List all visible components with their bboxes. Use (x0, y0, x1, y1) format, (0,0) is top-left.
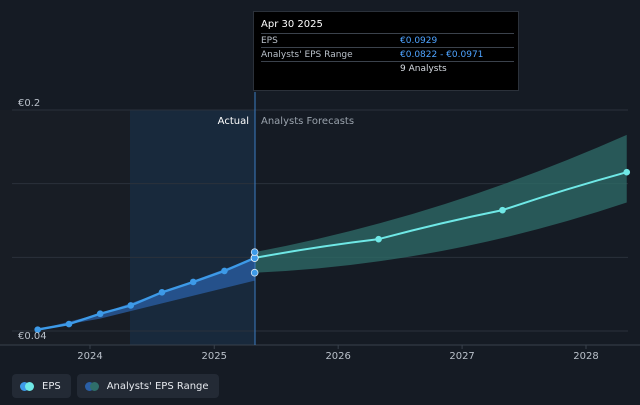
tooltip-analysts-value: 9 Analysts (400, 64, 447, 74)
eps-point-1 (65, 320, 73, 328)
tooltip: Apr 30 2025 EPS €0.0929 Analysts' EPS Ra… (253, 11, 519, 91)
actual-label: Actual (218, 116, 249, 127)
tooltip-eps-label: EPS (261, 36, 278, 46)
x-tick-label-2026: 2026 (325, 351, 350, 362)
eps-point-0 (34, 326, 42, 333)
x-tick-label-2025: 2025 (202, 351, 227, 362)
eps-legend-icon (20, 381, 36, 391)
range-bands (37, 134, 627, 330)
series-points (34, 168, 631, 333)
x-tick-label-2024: 2024 (77, 351, 102, 362)
legend-range-label: Analysts' EPS Range (106, 380, 209, 392)
range-legend-icon (84, 381, 101, 391)
tooltip-row-range: Analysts' EPS Range €0.0822 - €0.0971 (261, 47, 514, 62)
eps-line (37, 256, 256, 331)
forecast-label: Analysts Forecasts (261, 116, 354, 127)
tooltip-range-value: €0.0822 - €0.0971 (400, 50, 484, 60)
past-period-highlight (130, 110, 255, 345)
eps-point-4 (158, 289, 166, 296)
x-axis-ticks: 2024 2025 2026 2027 2028 (77, 345, 599, 362)
forecast-point-2 (499, 206, 506, 214)
tooltip-row-analysts: 9 Analysts (261, 61, 514, 76)
forecast-point-3 (623, 168, 631, 176)
eps-point-2 (96, 310, 104, 318)
tooltip-date: Apr 30 2025 (261, 19, 323, 30)
tooltip-range-label: Analysts' EPS Range (261, 50, 353, 60)
legend-item-range[interactable]: Analysts' EPS Range (76, 374, 219, 398)
legend: EPS Analysts' EPS Range (12, 374, 219, 398)
range-marker-1 (250, 268, 259, 277)
x-tick-label-2028: 2028 (573, 351, 598, 362)
series-lines (37, 171, 628, 331)
eps-point-3 (127, 302, 135, 309)
x-tick-label-2027: 2027 (449, 351, 474, 362)
range-marker-0 (250, 248, 259, 256)
legend-item-eps[interactable]: EPS (12, 374, 71, 398)
eps-point-5 (189, 278, 197, 286)
tooltip-eps-value: €0.0929 (400, 36, 438, 46)
forecast-point-1 (375, 235, 382, 243)
early-period-shade (0, 110, 130, 345)
legend-eps-label: EPS (42, 380, 61, 392)
y-tick-label-top: €0.2 (18, 98, 40, 109)
forecast-line (254, 171, 628, 259)
tooltip-row-eps: EPS €0.0929 (261, 33, 514, 48)
y-tick-label-bottom: €0.04 (18, 331, 47, 342)
eps-point-6 (221, 267, 228, 275)
forecast-range-band (254, 134, 627, 273)
